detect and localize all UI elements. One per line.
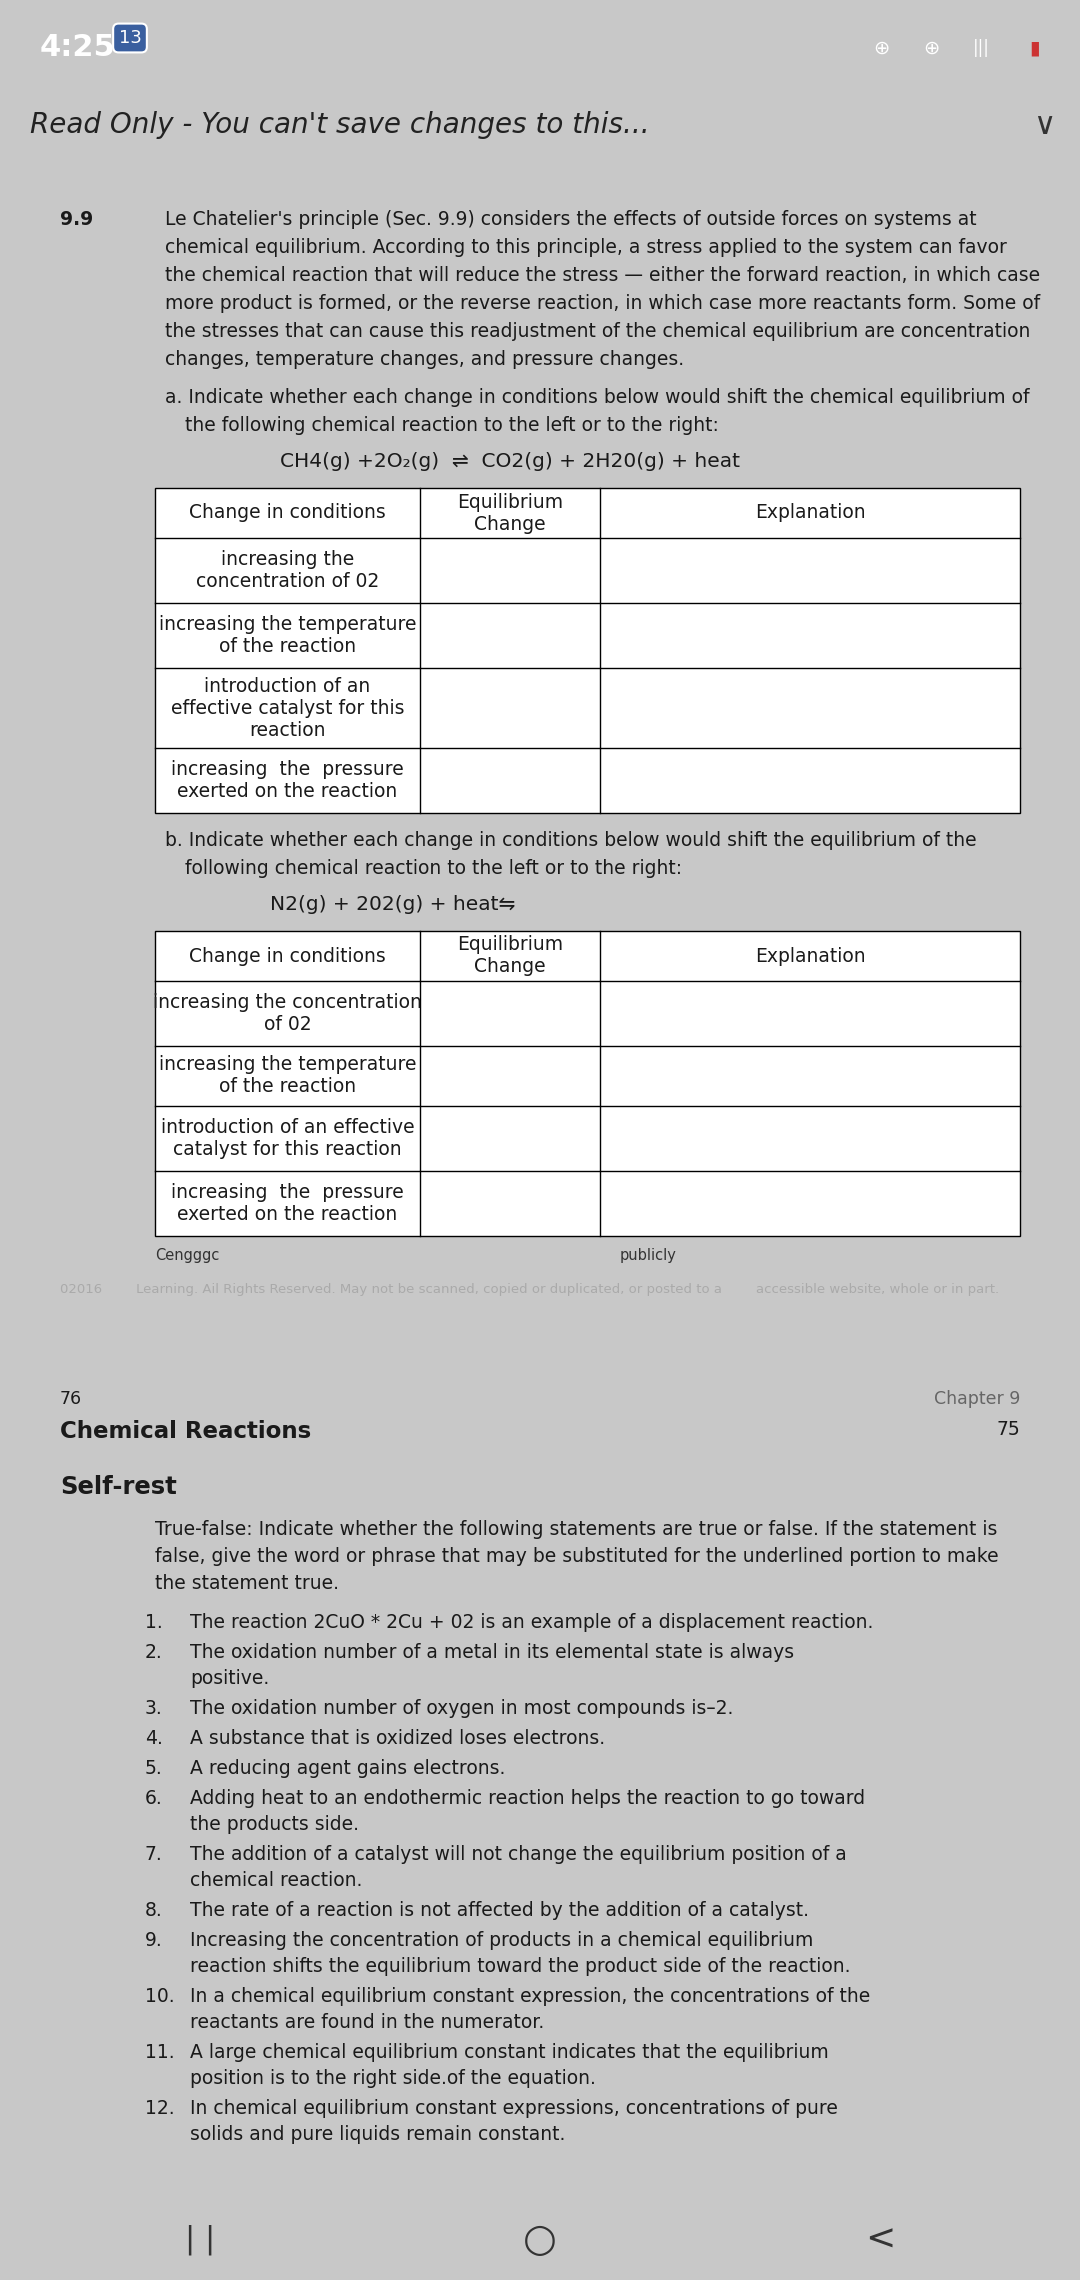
Text: 76: 76 <box>60 1391 82 1409</box>
Text: 9.9: 9.9 <box>60 210 93 228</box>
Text: In chemical equilibrium constant expressions, concentrations of pure: In chemical equilibrium constant express… <box>190 2100 838 2118</box>
Text: Chapter 9: Chapter 9 <box>933 1391 1020 1409</box>
Text: 4.: 4. <box>145 1728 163 1749</box>
Text: Change in conditions: Change in conditions <box>189 946 386 964</box>
Text: CH4(g) +2O₂(g)  ⇌  CO2(g) + 2H20(g) + heat: CH4(g) +2O₂(g) ⇌ CO2(g) + 2H20(g) + heat <box>280 451 740 472</box>
Text: 02016        Learning. Ail Rights Reserved. May not be scanned, copied or duplic: 02016 Learning. Ail Rights Reserved. May… <box>60 1284 999 1295</box>
Text: 7.: 7. <box>145 1845 163 1865</box>
Text: 6.: 6. <box>145 1790 163 1808</box>
Text: following chemical reaction to the left or to the right:: following chemical reaction to the left … <box>185 860 683 878</box>
Text: Adding heat to an endothermic reaction helps the reaction to go toward: Adding heat to an endothermic reaction h… <box>190 1790 865 1808</box>
Text: A large chemical equilibrium constant indicates that the equilibrium: A large chemical equilibrium constant in… <box>190 2043 828 2061</box>
Text: changes, temperature changes, and pressure changes.: changes, temperature changes, and pressu… <box>165 351 684 369</box>
Text: solids and pure liquids remain constant.: solids and pure liquids remain constant. <box>190 2125 565 2143</box>
Text: b. Indicate whether each change in conditions below would shift the equilibrium : b. Indicate whether each change in condi… <box>165 830 976 850</box>
Text: Equilibrium
Change: Equilibrium Change <box>457 935 563 976</box>
Text: increasing the concentration
of 02: increasing the concentration of 02 <box>153 994 422 1035</box>
Text: position is to the right side.of the equation.: position is to the right side.of the equ… <box>190 2068 596 2088</box>
Text: The reaction 2CuO * 2Cu + 02 is an example of a displacement reaction.: The reaction 2CuO * 2Cu + 02 is an examp… <box>190 1612 874 1632</box>
Text: ○: ○ <box>523 2221 557 2259</box>
Text: | |: | | <box>185 2225 215 2255</box>
Text: increasing the
concentration of 02: increasing the concentration of 02 <box>195 549 379 591</box>
Text: 9.: 9. <box>145 1931 163 1949</box>
Text: publicly: publicly <box>620 1247 677 1263</box>
Text: 75: 75 <box>996 1420 1020 1439</box>
Bar <box>156 930 1020 1236</box>
Text: Increasing the concentration of products in a chemical equilibrium: Increasing the concentration of products… <box>190 1931 813 1949</box>
Text: <: < <box>865 2223 895 2257</box>
Text: increasing  the  pressure
exerted on the reaction: increasing the pressure exerted on the r… <box>171 759 404 800</box>
Text: Self-rest: Self-rest <box>60 1475 177 1498</box>
Text: introduction of an effective
catalyst for this reaction: introduction of an effective catalyst fo… <box>161 1117 415 1158</box>
Text: ⊕: ⊕ <box>923 39 940 57</box>
Text: In a chemical equilibrium constant expression, the concentrations of the: In a chemical equilibrium constant expre… <box>190 1986 870 2006</box>
Text: increasing  the  pressure
exerted on the reaction: increasing the pressure exerted on the r… <box>171 1183 404 1224</box>
Text: Read Only - You can't save changes to this...: Read Only - You can't save changes to th… <box>30 112 650 139</box>
Text: 1.: 1. <box>145 1612 163 1632</box>
Text: 3.: 3. <box>145 1699 163 1719</box>
Text: The rate of a reaction is not affected by the addition of a catalyst.: The rate of a reaction is not affected b… <box>190 1902 809 1920</box>
Text: ∨: ∨ <box>1032 109 1055 139</box>
Text: The addition of a catalyst will not change the equilibrium position of a: The addition of a catalyst will not chan… <box>190 1845 847 1865</box>
Text: 10.: 10. <box>145 1986 175 2006</box>
Text: Chemical Reactions: Chemical Reactions <box>60 1420 311 1443</box>
Text: chemical equilibrium. According to this principle, a stress applied to the syste: chemical equilibrium. According to this … <box>165 237 1007 258</box>
Text: 8.: 8. <box>145 1902 163 1920</box>
Text: ⊕: ⊕ <box>874 39 890 57</box>
Text: |||: ||| <box>973 39 990 57</box>
Text: 13: 13 <box>119 30 141 48</box>
Text: the stresses that can cause this readjustment of the chemical equilibrium are co: the stresses that can cause this readjus… <box>165 321 1030 342</box>
Text: the statement true.: the statement true. <box>156 1573 339 1594</box>
Text: increasing the temperature
of the reaction: increasing the temperature of the reacti… <box>159 616 416 657</box>
Text: 2.: 2. <box>145 1644 163 1662</box>
Text: increasing the temperature
of the reaction: increasing the temperature of the reacti… <box>159 1056 416 1097</box>
Text: positive.: positive. <box>190 1669 269 1687</box>
Text: ▮: ▮ <box>1029 39 1040 57</box>
Text: The oxidation number of oxygen in most compounds is–2.: The oxidation number of oxygen in most c… <box>190 1699 733 1719</box>
Text: reactants are found in the numerator.: reactants are found in the numerator. <box>190 2013 544 2031</box>
Text: Explanation: Explanation <box>755 504 865 522</box>
Text: more product is formed, or the reverse reaction, in which case more reactants fo: more product is formed, or the reverse r… <box>165 294 1040 312</box>
Text: 5.: 5. <box>145 1758 163 1778</box>
Text: Explanation: Explanation <box>755 946 865 964</box>
Text: a. Indicate whether each change in conditions below would shift the chemical equ: a. Indicate whether each change in condi… <box>165 388 1029 408</box>
Bar <box>156 488 1020 814</box>
Text: Le Chatelier's principle (Sec. 9.9) considers the effects of outside forces on s: Le Chatelier's principle (Sec. 9.9) cons… <box>165 210 976 228</box>
Text: 12.: 12. <box>145 2100 175 2118</box>
Text: false, give the word or phrase that may be substituted for the underlined portio: false, give the word or phrase that may … <box>156 1548 999 1566</box>
Text: N2(g) + 202(g) + heat⇋: N2(g) + 202(g) + heat⇋ <box>270 896 515 914</box>
Text: True-false: Indicate whether the following statements are true or false. If the : True-false: Indicate whether the followi… <box>156 1521 997 1539</box>
Text: 11.: 11. <box>145 2043 175 2061</box>
Text: the products side.: the products side. <box>190 1815 359 1833</box>
Text: The oxidation number of a metal in its elemental state is always: The oxidation number of a metal in its e… <box>190 1644 794 1662</box>
Text: introduction of an
effective catalyst for this
reaction: introduction of an effective catalyst fo… <box>171 677 404 739</box>
Text: the following chemical reaction to the left or to the right:: the following chemical reaction to the l… <box>185 415 719 435</box>
Text: A reducing agent gains electrons.: A reducing agent gains electrons. <box>190 1758 505 1778</box>
Text: 4:25: 4:25 <box>40 34 116 62</box>
Text: Equilibrium
Change: Equilibrium Change <box>457 492 563 534</box>
Text: chemical reaction.: chemical reaction. <box>190 1872 363 1890</box>
Text: reaction shifts the equilibrium toward the product side of the reaction.: reaction shifts the equilibrium toward t… <box>190 1956 851 1977</box>
Text: A substance that is oxidized loses electrons.: A substance that is oxidized loses elect… <box>190 1728 605 1749</box>
Text: the chemical reaction that will reduce the stress — either the forward reaction,: the chemical reaction that will reduce t… <box>165 267 1040 285</box>
Text: Change in conditions: Change in conditions <box>189 504 386 522</box>
Text: Cengggc: Cengggc <box>156 1247 219 1263</box>
